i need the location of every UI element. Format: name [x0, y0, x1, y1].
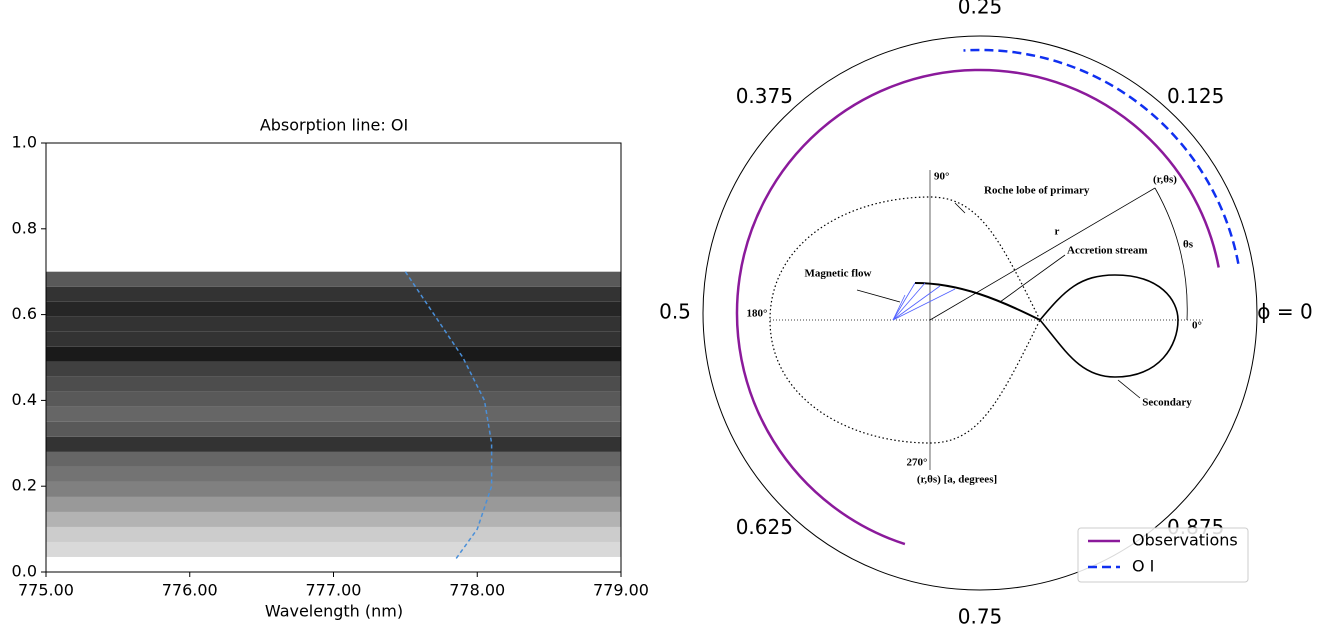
image-row	[46, 391, 621, 407]
y-tick-label: 0.0	[12, 562, 37, 581]
inset-label: (r,θs)	[1153, 174, 1177, 186]
image-row	[46, 451, 621, 467]
image-row	[46, 481, 621, 497]
image-row	[46, 526, 621, 542]
stream	[914, 282, 1041, 321]
secondary-lobe	[1039, 274, 1179, 378]
polar-plot: 90° Roche lobe of primary (r,θs) r Accretion…	[659, 0, 1313, 629]
image-row	[46, 346, 621, 362]
phase-arc	[735, 68, 1220, 546]
legend-label: Observations	[1132, 531, 1238, 550]
image-row	[46, 286, 621, 302]
x-tick-label: 779.00	[593, 581, 649, 600]
angle-tick-label: 0.5	[659, 300, 691, 324]
inset-label: 180°	[747, 308, 768, 320]
y-tick-label: 0.2	[12, 476, 37, 495]
x-tick-label: 775.00	[18, 581, 74, 600]
legend-label: O I	[1132, 557, 1154, 576]
x-tick-label: 778.00	[449, 581, 505, 600]
angle-tick-label: 0.75	[958, 605, 1003, 629]
y-tick-label: 0.4	[12, 390, 37, 409]
image-row	[46, 316, 621, 332]
image-row	[46, 466, 621, 482]
inset-label: r	[1055, 226, 1060, 238]
inset-label: Secondary	[1142, 397, 1192, 409]
x-tick-label: 777.00	[306, 581, 362, 600]
image-row	[46, 361, 621, 377]
flow-lines	[892, 282, 956, 321]
polar-frame	[702, 35, 1258, 591]
y-tick-label: 1.0	[12, 133, 37, 152]
inset-label: 270°	[907, 457, 928, 469]
curve	[404, 271, 493, 560]
image-row	[46, 271, 621, 287]
y-tick-label: 0.8	[12, 218, 37, 237]
image-row	[46, 496, 621, 512]
angle-tick-label: 0.375	[736, 84, 793, 108]
image-row	[46, 406, 621, 422]
inset-label: Magnetic flow	[805, 268, 872, 280]
phase-arc	[963, 48, 1240, 264]
image-plot: 775.00 776.00 777.00 778.00 779.00 0.0 0.2 0.4 0…	[12, 133, 649, 600]
inset-label: θs	[1183, 239, 1194, 251]
legend: Observations O I	[1077, 527, 1249, 583]
image-row	[46, 376, 621, 392]
radius	[929, 187, 1156, 321]
inset-diagram	[769, 170, 1205, 470]
image-row	[46, 331, 621, 347]
angle-tick-label: 0.25	[958, 0, 1003, 19]
inset-label: Roche lobe of primary	[984, 185, 1090, 197]
image-row	[46, 541, 621, 557]
axes-frame	[45, 142, 622, 573]
image-row	[46, 421, 621, 437]
y-tick-label: 0.6	[12, 304, 37, 323]
chart-title: Absorption line: OI	[260, 116, 408, 135]
angle-tick-label: ϕ = 0	[1257, 300, 1312, 324]
x-axis-label: Wavelength (nm)	[265, 602, 403, 621]
angle-arc	[1154, 187, 1188, 321]
x-tick-label: 776.00	[162, 581, 218, 600]
inset-label: (r,θs) [a, degrees]	[917, 474, 997, 486]
image-row	[46, 511, 621, 527]
inset-label: Accretion stream	[1067, 245, 1148, 257]
inset-label: 0°	[1192, 320, 1202, 332]
image-row	[46, 436, 621, 452]
image-row	[46, 301, 621, 317]
legend-frame	[1077, 527, 1249, 583]
angle-tick-label: 0.625	[736, 515, 793, 539]
angle-tick-label: 0.125	[1167, 84, 1224, 108]
inset-label: 90°	[934, 171, 949, 183]
